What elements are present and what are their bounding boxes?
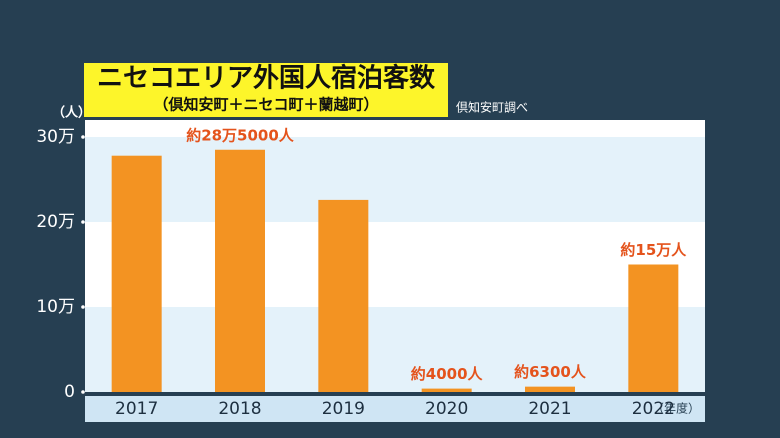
x-tick-label: 2018 bbox=[218, 399, 261, 419]
value-label: 約15万人 bbox=[620, 241, 687, 259]
x-tick-label: 2017 bbox=[115, 399, 158, 419]
x-unit: （年度） bbox=[652, 401, 700, 416]
title-box bbox=[84, 63, 448, 117]
chart-subtitle: （倶知安町＋ニセコ町＋蘭越町） bbox=[153, 96, 378, 114]
y-tick-mark bbox=[81, 135, 85, 139]
bar bbox=[111, 155, 162, 392]
source: 倶知安町調べ bbox=[456, 100, 528, 115]
value-label: 約28万5000人 bbox=[186, 126, 295, 144]
y-tick-mark bbox=[81, 305, 85, 309]
x-tick-label: 2020 bbox=[425, 399, 468, 419]
x-tick-label: 2021 bbox=[528, 399, 571, 419]
y-tick-label: 10万 bbox=[36, 297, 75, 317]
y-tick-label: 30万 bbox=[36, 127, 75, 147]
value-label: 約4000人 bbox=[411, 365, 484, 383]
value-label: 約6300人 bbox=[514, 363, 587, 381]
x-tick-label: 2022 bbox=[632, 399, 675, 419]
bar bbox=[525, 386, 575, 392]
y-tick-label: 20万 bbox=[36, 212, 75, 232]
bar bbox=[215, 149, 265, 392]
y-unit: （人） bbox=[52, 105, 91, 121]
chart-title: ニセコエリア外国人宿泊客数 bbox=[97, 63, 436, 94]
y-tick-mark bbox=[81, 390, 85, 394]
grid-band bbox=[85, 307, 705, 392]
y-tick-mark bbox=[81, 220, 85, 224]
bar bbox=[318, 199, 369, 392]
grid-band bbox=[85, 137, 705, 222]
x-tick-label: 2019 bbox=[322, 399, 365, 419]
x-axis-band bbox=[85, 396, 705, 422]
bar bbox=[421, 388, 472, 392]
bar bbox=[628, 264, 679, 392]
y-tick-label: 0 bbox=[64, 382, 75, 402]
